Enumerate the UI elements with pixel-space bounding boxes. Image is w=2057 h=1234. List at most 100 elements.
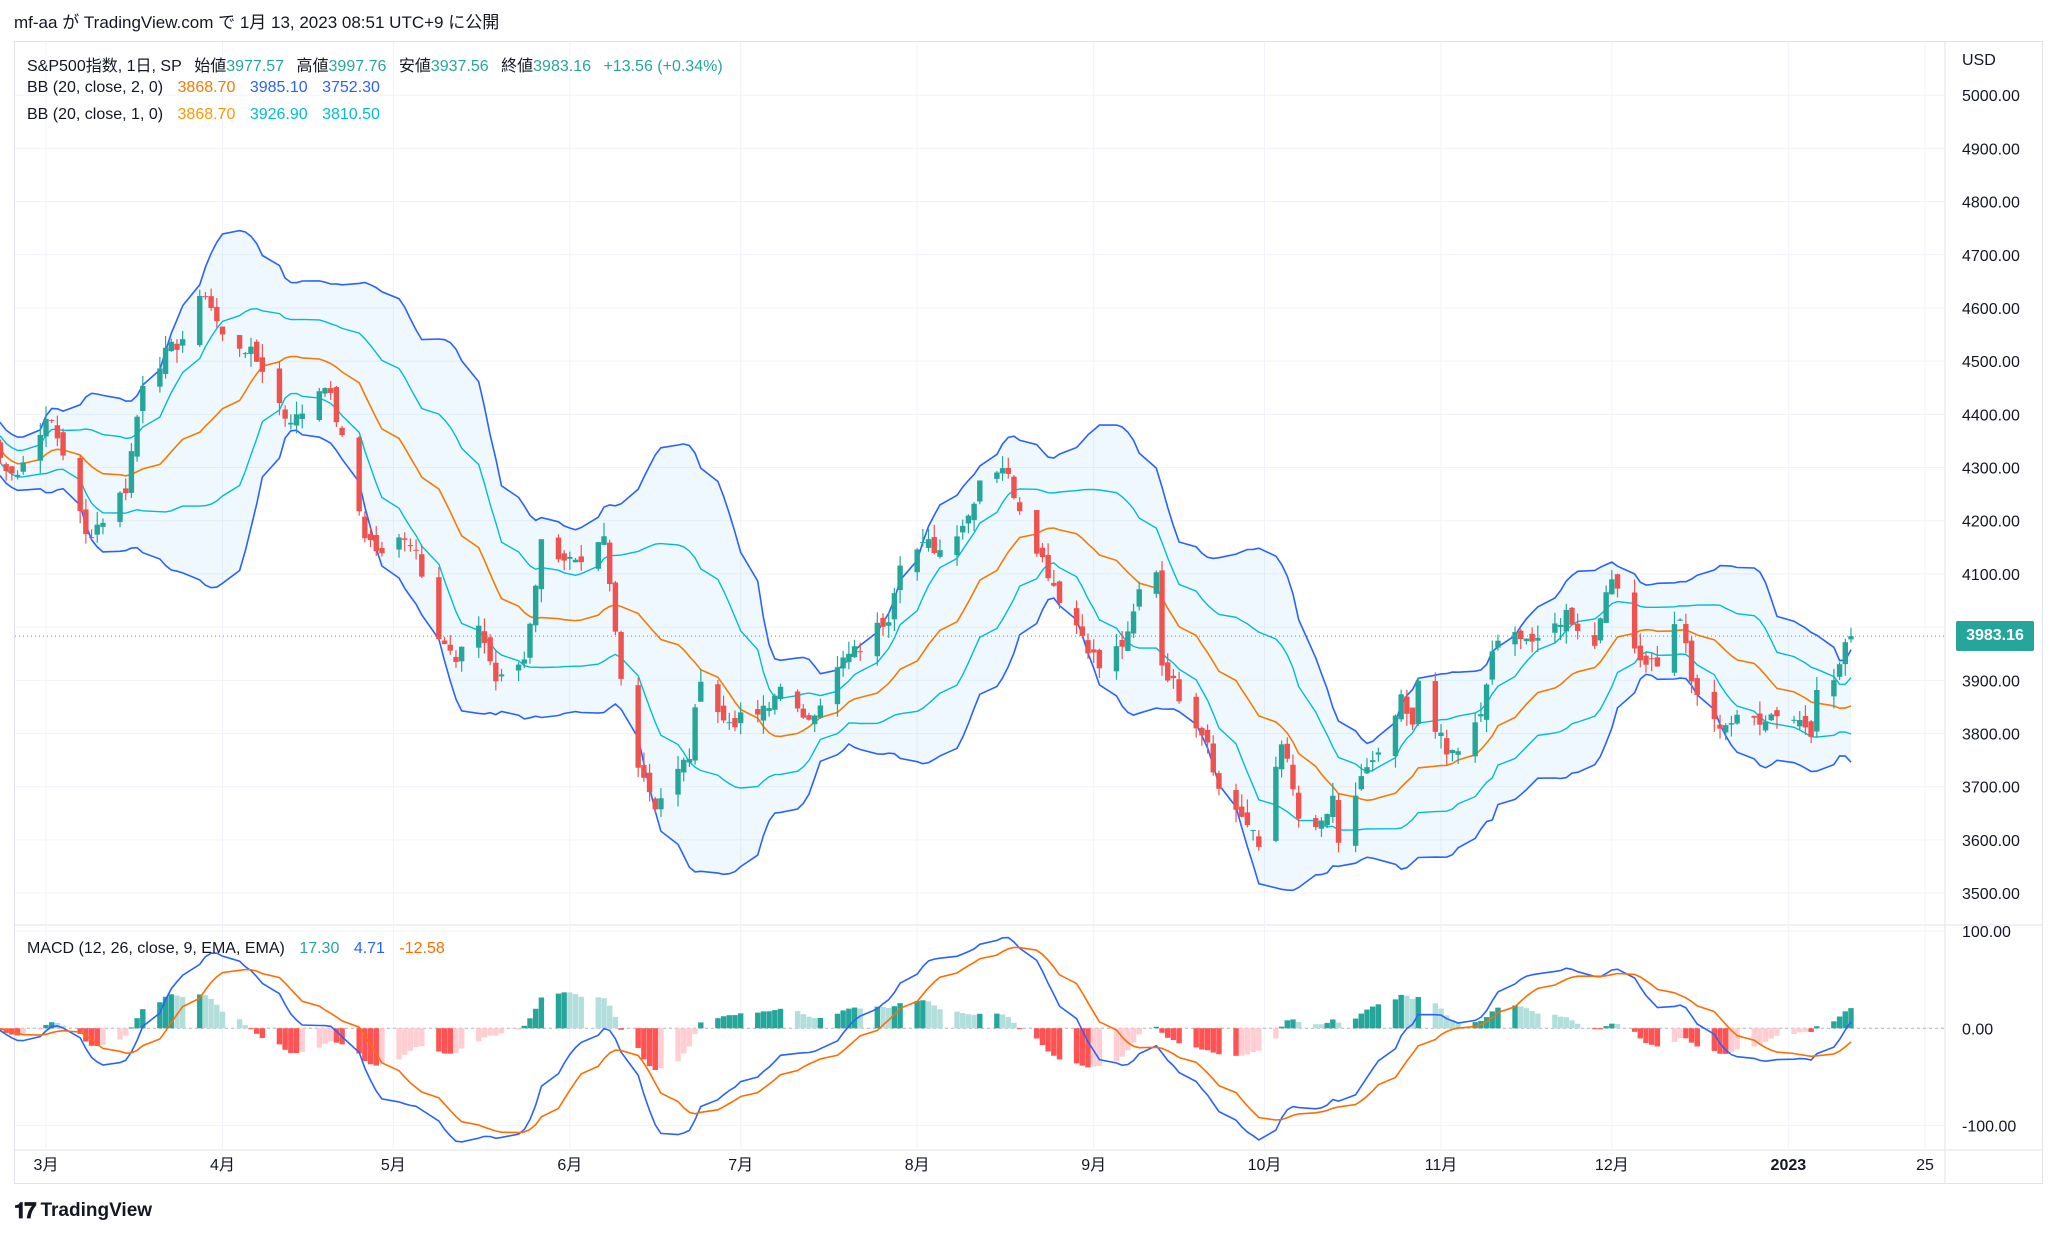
candle-body — [1648, 658, 1655, 660]
candle-body — [766, 708, 772, 711]
macd-histogram-bar — [128, 1027, 135, 1029]
open-value: 3977.57 — [226, 58, 285, 75]
candle-body — [720, 705, 727, 721]
macd-histogram-bar — [641, 1028, 647, 1060]
candle-body — [772, 695, 778, 710]
candle-body — [367, 534, 374, 541]
macd-histogram-bar — [481, 1028, 488, 1038]
candle-body — [1734, 714, 1740, 724]
candle-body — [811, 715, 818, 725]
bb1-upper: 3926.90 — [249, 106, 308, 123]
candle-body — [1119, 639, 1125, 647]
candle-body — [1694, 678, 1700, 696]
time-axis-label: 25 — [1916, 1157, 1934, 1174]
time-axis-label: 8月 — [905, 1157, 930, 1174]
macd-histogram-bar — [1011, 1022, 1017, 1029]
macd-histogram-bar — [925, 1001, 932, 1029]
macd-histogram-bar — [675, 1028, 681, 1062]
macd-histogram-bar — [1352, 1018, 1359, 1029]
macd-histogram-bar — [971, 1014, 977, 1029]
macd-histogram-bar — [766, 1011, 772, 1029]
price-axis-label: 4600.00 — [1962, 301, 2020, 318]
candle-body — [1409, 707, 1416, 725]
candle-body — [880, 617, 886, 627]
macd-histogram-bar — [1797, 1028, 1803, 1033]
macd-histogram-bar — [219, 1011, 226, 1029]
macd-histogram-bar — [1153, 1026, 1160, 1029]
last-price-tag: 3983.16 — [1956, 621, 2034, 652]
candle-body — [54, 425, 61, 439]
macd-histogram-bar — [37, 1028, 44, 1030]
price-axis-label: 3700.00 — [1962, 780, 2020, 797]
time-axis-label: 2023 — [1771, 1157, 1807, 1174]
macd-histogram-bar — [253, 1028, 260, 1034]
time-axis-label: 6月 — [557, 1157, 582, 1174]
candle-body — [259, 357, 266, 372]
candle-body — [1358, 776, 1365, 790]
macd-histogram-bar — [606, 1005, 613, 1029]
time-axis-label: 12月 — [1595, 1157, 1629, 1174]
candle-body — [1449, 749, 1456, 754]
candle-body — [179, 339, 186, 346]
macd-histogram-bar — [77, 1028, 83, 1034]
candle-body — [681, 759, 687, 773]
candle-body — [1016, 502, 1023, 512]
macd-histogram-bar — [458, 1028, 465, 1049]
macd-pane — [0, 936, 1854, 1143]
candle-body — [1176, 679, 1182, 702]
candle-body — [1011, 476, 1017, 498]
macd-histogram-bar — [1489, 1011, 1495, 1029]
candle-body — [641, 765, 647, 778]
candle-body — [971, 503, 977, 521]
macd-histogram-bar — [1814, 1026, 1820, 1029]
candle-body — [1574, 623, 1581, 631]
candle-body — [362, 516, 368, 539]
candle-body — [43, 418, 49, 437]
candle-body — [1478, 714, 1484, 717]
macd-histogram-bar — [140, 1009, 146, 1029]
macd-histogram-bar — [1284, 1020, 1290, 1029]
candle-body — [242, 353, 248, 355]
candle-body — [1455, 751, 1461, 755]
macd-histogram-bar — [1557, 1016, 1564, 1029]
macd-histogram-bar — [1358, 1013, 1365, 1029]
candle-body — [737, 712, 744, 724]
macd-histogram-bar — [885, 1007, 892, 1029]
candle-body — [339, 427, 345, 436]
candle-body — [333, 387, 340, 423]
macd-histogram-bar — [1728, 1028, 1735, 1053]
author-name[interactable]: mf-aa — [14, 13, 58, 32]
macd-histogram-bar — [1694, 1028, 1700, 1047]
bb1-lower-line — [0, 392, 1852, 831]
candle-body — [1728, 723, 1735, 725]
candle-body — [646, 772, 653, 793]
macd-histogram-bar — [555, 993, 562, 1029]
candle-body — [595, 542, 602, 569]
macd-histogram-bar — [515, 1028, 522, 1030]
macd-histogram-bar — [402, 1028, 408, 1055]
macd-histogram-bar — [1210, 1028, 1216, 1053]
macd-histogram-bar — [1683, 1028, 1689, 1039]
macd-histogram-bar — [413, 1028, 419, 1048]
candle-body — [322, 388, 328, 394]
candle-body — [94, 524, 100, 535]
candle-body — [572, 559, 579, 563]
candle-body — [202, 296, 209, 298]
candle-body — [931, 537, 937, 553]
macd-histogram-bar — [1603, 1026, 1609, 1029]
candle-body — [248, 346, 254, 355]
footer-brand[interactable]: 𝟏𝟕 TradingView — [14, 1198, 152, 1224]
macd-histogram-bar — [880, 1007, 886, 1029]
macd-histogram-bar — [920, 1000, 926, 1029]
macd-histogram-bar — [755, 1012, 761, 1029]
macd-histogram-bar — [538, 997, 545, 1029]
macd-histogram-bar — [333, 1028, 340, 1043]
candle-body — [168, 341, 174, 352]
candle-body — [3, 464, 9, 472]
candle-body — [806, 715, 812, 720]
candle-body — [1563, 609, 1569, 632]
macd-histogram-bar — [1614, 1023, 1621, 1029]
candle-body — [1045, 554, 1051, 579]
price-axis-label: 4700.00 — [1962, 248, 2020, 265]
